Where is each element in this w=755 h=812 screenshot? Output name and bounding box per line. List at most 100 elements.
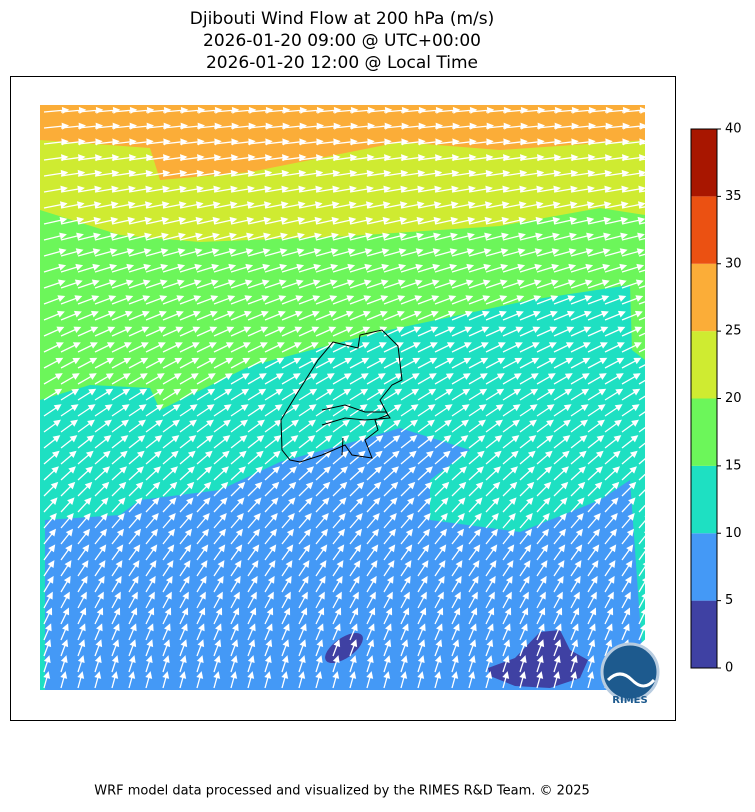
wind-arrow: [570, 404, 589, 417]
wind-arrow: [451, 279, 474, 289]
wind-arrow: [536, 623, 545, 641]
wind-arrow: [400, 248, 424, 257]
wind-arrow: [315, 671, 323, 689]
wind-arrow: [468, 639, 477, 657]
wind-arrow: [94, 248, 118, 257]
wind-arrow: [315, 404, 334, 417]
wind-arrow: [485, 169, 511, 177]
wind-arrow: [570, 419, 588, 433]
wind-arrow: [230, 295, 253, 305]
wind-arrow: [128, 404, 147, 417]
wind-arrow: [264, 591, 274, 609]
wind-arrow: [485, 138, 511, 146]
wind-arrow: [281, 232, 305, 241]
wind-arrow: [536, 154, 562, 162]
wind-arrow: [77, 295, 100, 305]
wind-arrow: [315, 201, 340, 209]
wind-arrow: [400, 575, 411, 593]
wind-arrow: [400, 497, 415, 513]
wind-arrow: [298, 639, 307, 657]
wind-arrow: [94, 310, 116, 321]
wind-arrow: [43, 404, 62, 417]
wind-arrow: [621, 169, 645, 177]
wind-arrow: [111, 201, 136, 209]
wind-arrow: [94, 263, 118, 273]
wind-arrow: [349, 481, 365, 497]
wind-arrow: [77, 466, 93, 481]
wind-arrow: [94, 671, 102, 689]
wind-arrow: [230, 185, 255, 193]
wind-arrow: [621, 138, 645, 146]
wind-arrow: [587, 138, 613, 146]
wind-arrow: [366, 342, 387, 353]
wind-arrow: [111, 138, 137, 146]
wind-arrow: [196, 357, 217, 369]
wind-arrow: [60, 560, 72, 577]
wind-arrow: [128, 310, 150, 321]
wind-arrow: [638, 301, 645, 305]
wind-arrow: [196, 295, 219, 305]
wind-arrow: [536, 544, 549, 561]
wind-arrow: [230, 326, 252, 337]
wind-arrow: [349, 295, 372, 305]
wind-arrow: [417, 497, 432, 513]
wind-arrow: [553, 263, 577, 273]
wind-arrow: [196, 169, 222, 177]
wind-arrow: [213, 263, 237, 273]
wind-arrow: [230, 263, 254, 273]
wind-arrow: [179, 671, 187, 689]
wind-arrow: [621, 513, 635, 529]
wind-arrow: [281, 544, 294, 561]
wind-arrow: [621, 388, 641, 401]
wind-arrow: [434, 201, 459, 209]
wind-arrow: [366, 497, 381, 513]
wind-arrow: [553, 513, 567, 529]
wind-arrow: [145, 216, 170, 225]
wind-arrow: [264, 671, 272, 689]
wind-arrow: [128, 154, 154, 162]
wind-arrow: [553, 450, 570, 465]
wind-arrow: [264, 623, 273, 641]
wind-arrow: [247, 639, 256, 657]
wind-arrow: [145, 544, 158, 561]
wind-arrow: [587, 216, 612, 225]
wind-arrow: [400, 528, 414, 545]
wind-arrow: [162, 295, 185, 305]
wind-arrow: [281, 623, 290, 641]
wind-arrow: [570, 575, 581, 593]
wind-arrow: [621, 419, 639, 433]
wind-arrow: [468, 671, 476, 689]
wind-arrow: [485, 671, 493, 689]
wind-arrow: [213, 623, 222, 641]
wind-arrow: [621, 310, 643, 321]
wind-arrow: [162, 544, 175, 561]
wind-arrow: [417, 138, 443, 146]
wind-arrow: [179, 326, 201, 337]
wind-arrow: [621, 497, 636, 513]
wind-arrow: [366, 607, 376, 625]
wind-arrow: [230, 655, 238, 673]
wind-arrow: [349, 232, 373, 241]
wind-arrow: [468, 481, 484, 497]
wind-arrow: [128, 544, 141, 561]
wind-arrow: [111, 388, 131, 401]
wind-arrow: [43, 513, 57, 529]
wind-arrow: [451, 248, 475, 257]
wind-arrow: [519, 607, 529, 625]
wind-arrow: [638, 174, 645, 177]
wind-arrow: [111, 169, 137, 177]
wind-arrow: [519, 326, 541, 337]
wind-arrow: [264, 655, 272, 673]
wind-arrow: [77, 154, 103, 162]
wind-arrow: [128, 591, 138, 609]
wind-arrow: [196, 342, 217, 353]
wind-arrow: [315, 497, 330, 513]
wind-arrow: [638, 515, 645, 529]
wind-arrow: [247, 560, 259, 577]
wind-arrow: [77, 357, 98, 369]
wind-arrow: [264, 326, 286, 337]
wind-arrow: [145, 450, 162, 465]
wind-arrow: [400, 263, 424, 273]
wind-arrow: [179, 248, 203, 257]
wind-arrow: [485, 544, 498, 561]
